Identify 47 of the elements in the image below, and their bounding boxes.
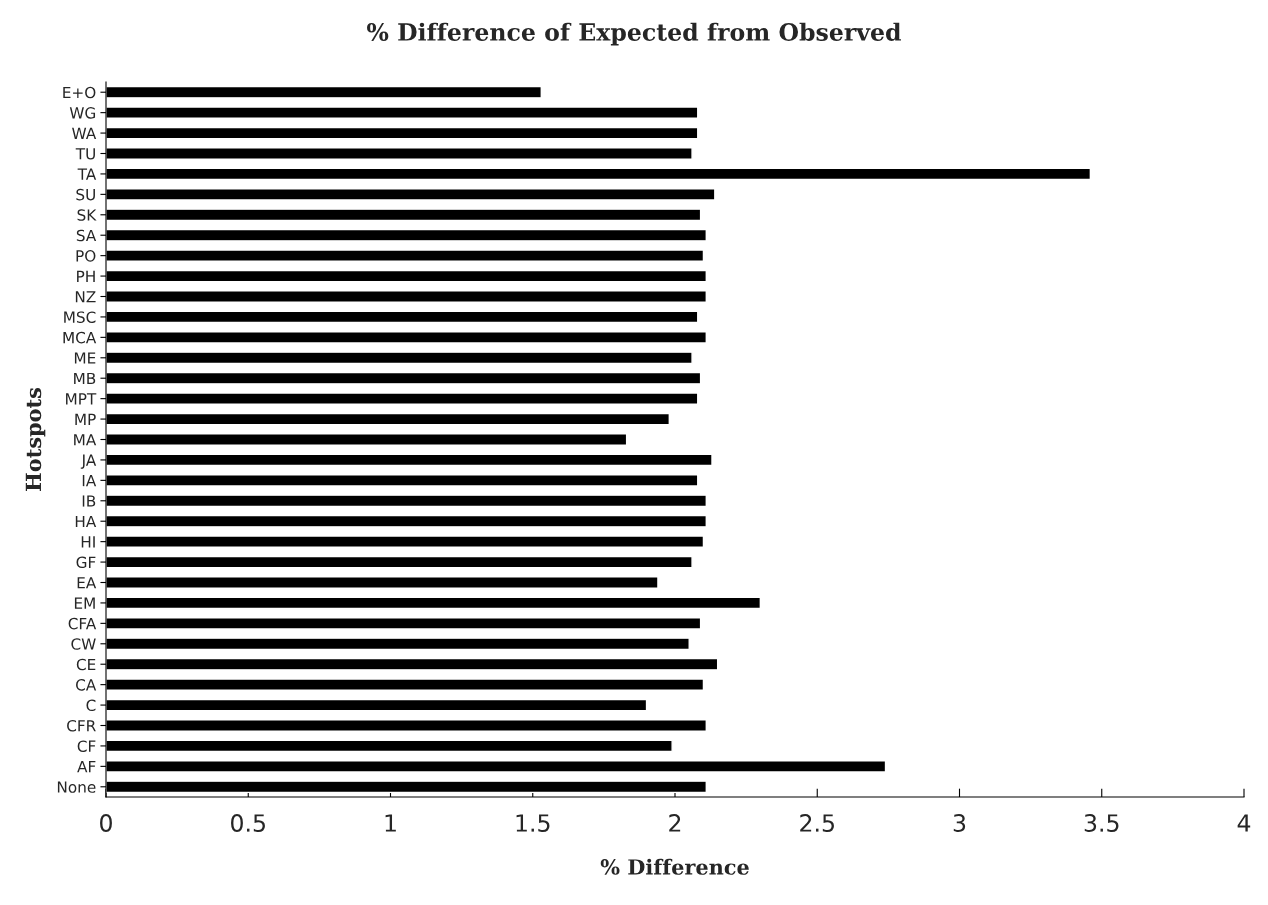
y-tick-label: SK [77,209,97,221]
x-tick-label: 3.5 [1084,814,1119,832]
y-tick-label: EA [77,577,97,589]
y-tick-label: None [57,781,96,793]
y-tick-label: SU [76,188,95,201]
y-tick-label: SA [76,229,97,242]
y-tick-label: MSC [64,311,96,323]
y-axis-title: Hotspots [25,387,46,491]
y-tick-label: MCA [63,331,97,344]
y-tick-label: TA [77,168,97,180]
y-tick-label: NZ [75,291,96,303]
y-tick-label: CA [76,679,97,691]
y-tick-label: HI [81,536,95,548]
y-tick-label: TU [75,148,95,160]
x-axis-title: % Difference [600,858,749,875]
y-tick-label: ME [74,352,96,364]
y-tick-label: CE [76,658,96,671]
y-tick-label: PH [77,270,95,282]
x-tick-label: 1.5 [516,814,550,832]
x-tick-label: 0 [100,814,112,832]
y-tick-label: CW [71,638,96,650]
y-tick-label: CF [77,740,96,752]
y-tick-label: E+O [63,86,96,99]
x-tick-label: 0.5 [231,814,265,832]
x-tick-label: 2.5 [800,814,834,832]
y-tick-label: MB [74,372,96,385]
y-tick-label: AF [77,761,96,773]
y-tick-label: WA [72,127,97,139]
y-tick-label: MPT [66,393,97,405]
y-tick-label: IA [82,475,97,487]
y-tick-label: HA [75,515,97,528]
y-tick-label: GF [76,556,96,569]
y-tick-label: PO [76,250,96,262]
y-tick-label: MP [75,413,96,425]
chart-title: % Difference of Expected from Observed [367,22,901,46]
y-tick-label: WG [69,107,96,119]
x-tick-label: 4 [1237,814,1251,832]
y-tick-label: C [86,699,96,712]
x-tick-label: 3 [953,814,966,832]
y-tick-label: EM [74,597,95,609]
y-tick-label: CFA [68,617,97,630]
x-tick-label: 1 [385,814,396,832]
y-tick-label: CFR [67,719,96,732]
y-tick-label: MA [74,434,97,446]
y-tick-label: IB [82,495,96,507]
y-tick-label: JA [80,454,97,469]
x-tick-label: 2 [669,814,681,832]
